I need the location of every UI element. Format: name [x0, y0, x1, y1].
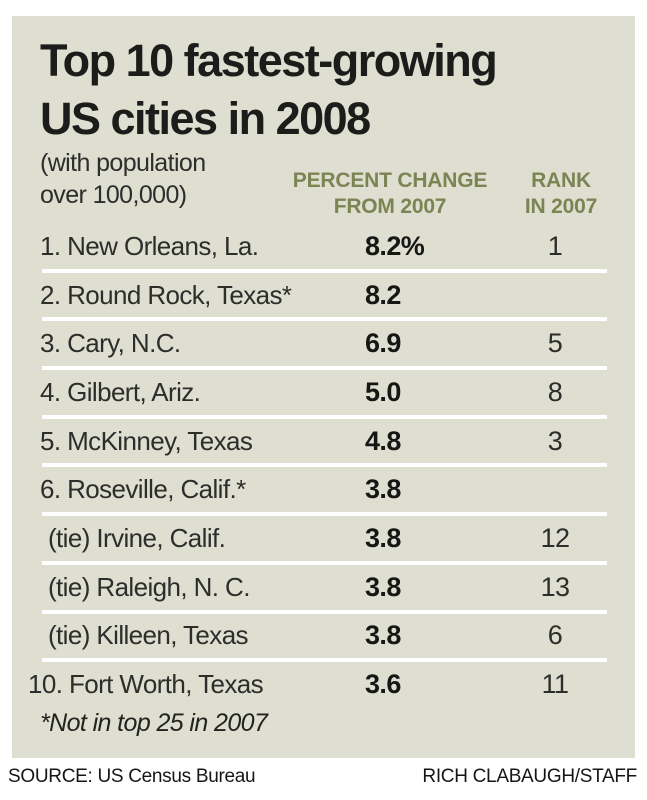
- rank-value: 8: [547, 376, 563, 407]
- rank-value: 6: [547, 620, 563, 651]
- percent-header-line-1: PERCENT CHANGE: [292, 169, 488, 192]
- rank-value: [493, 465, 617, 514]
- footnote: *Not in top 25 in 2007: [40, 709, 268, 737]
- city-label: 4. Gilbert, Ariz.: [40, 376, 201, 407]
- table-row: 3. Cary, N.C. 6.9 5: [12, 319, 635, 370]
- title-line-2: US cities in 2008: [40, 92, 371, 144]
- city-label: (tie) Irvine, Calif.: [48, 522, 226, 553]
- table-row: 10. Fort Worth, Texas 3.6 11: [12, 660, 635, 709]
- table-card: Top 10 fastest-growing US cities in 2008…: [12, 16, 635, 758]
- percent-change-value: 8.2: [365, 279, 401, 310]
- column-header-percent-change: PERCENT CHANGE FROM 2007: [290, 168, 490, 221]
- table-row: (tie) Killeen, Texas 3.8 6: [12, 612, 635, 662]
- rank-header-line-2: IN 2007: [524, 195, 598, 219]
- rank-value: 11: [541, 669, 569, 700]
- percent-change-value: 4.8: [365, 425, 401, 456]
- city-label: 3. Cary, N.C.: [40, 328, 181, 359]
- city-label: 1. New Orleans, La.: [40, 230, 259, 261]
- title-line-1: Top 10 fastest-growing: [40, 35, 498, 86]
- rank-value: 5: [547, 328, 563, 359]
- percent-change-value: 3.8: [365, 522, 401, 553]
- percent-change-value: 8.2%: [365, 230, 425, 261]
- percent-change-value: 3.6: [365, 669, 401, 700]
- column-header-rank: RANK IN 2007: [486, 168, 636, 221]
- percent-header-line-2: FROM 2007: [333, 195, 447, 219]
- rank-header-line-1: RANK: [531, 169, 591, 192]
- source-credit: SOURCE: US Census Bureau: [8, 766, 256, 787]
- subtitle-line-1: (with population: [40, 149, 206, 177]
- table-row: 5. McKinney, Texas 4.8 3: [12, 417, 635, 468]
- footer: SOURCE: US Census Bureau RICH CLABAUGH/S…: [0, 766, 647, 788]
- staff-credit: RICH CLABAUGH/STAFF: [422, 766, 637, 787]
- city-label: 5. McKinney, Texas: [40, 425, 253, 456]
- percent-change-value: 3.8: [365, 474, 401, 505]
- table-row: 4. Gilbert, Ariz. 5.0 8: [12, 368, 635, 419]
- table-body: 1. New Orleans, La. 8.2% 1 2. Round Rock…: [12, 222, 635, 709]
- percent-change-value: 6.9: [365, 328, 401, 359]
- percent-change-value: 3.8: [365, 571, 401, 602]
- subtitle: (with population over 100,000): [40, 147, 206, 211]
- city-label: (tie) Raleigh, N. C.: [48, 571, 250, 602]
- page-title: Top 10 fastest-growing US cities in 2008: [40, 32, 498, 147]
- table-row: (tie) Irvine, Calif. 3.8 12: [12, 514, 635, 565]
- rank-value: 12: [540, 522, 570, 553]
- city-label: 6. Roseville, Calif.*: [40, 474, 246, 505]
- rank-value: 1: [547, 230, 563, 261]
- rank-value: 3: [547, 425, 563, 456]
- table-row: 1. New Orleans, La. 8.2% 1: [12, 222, 635, 273]
- rank-value: [493, 271, 617, 320]
- city-label: 2. Round Rock, Texas*: [40, 279, 292, 310]
- table-row: 2. Round Rock, Texas* 8.2: [12, 271, 635, 322]
- table-row: (tie) Raleigh, N. C. 3.8 13: [12, 563, 635, 614]
- city-label: (tie) Killeen, Texas: [48, 620, 249, 651]
- subtitle-line-2: over 100,000): [40, 181, 187, 209]
- table-row: 6. Roseville, Calif.* 3.8: [12, 465, 635, 516]
- percent-change-value: 5.0: [365, 376, 401, 407]
- city-label: 10. Fort Worth, Texas: [28, 669, 264, 700]
- rank-value: 13: [540, 571, 570, 602]
- percent-change-value: 3.8: [365, 620, 401, 651]
